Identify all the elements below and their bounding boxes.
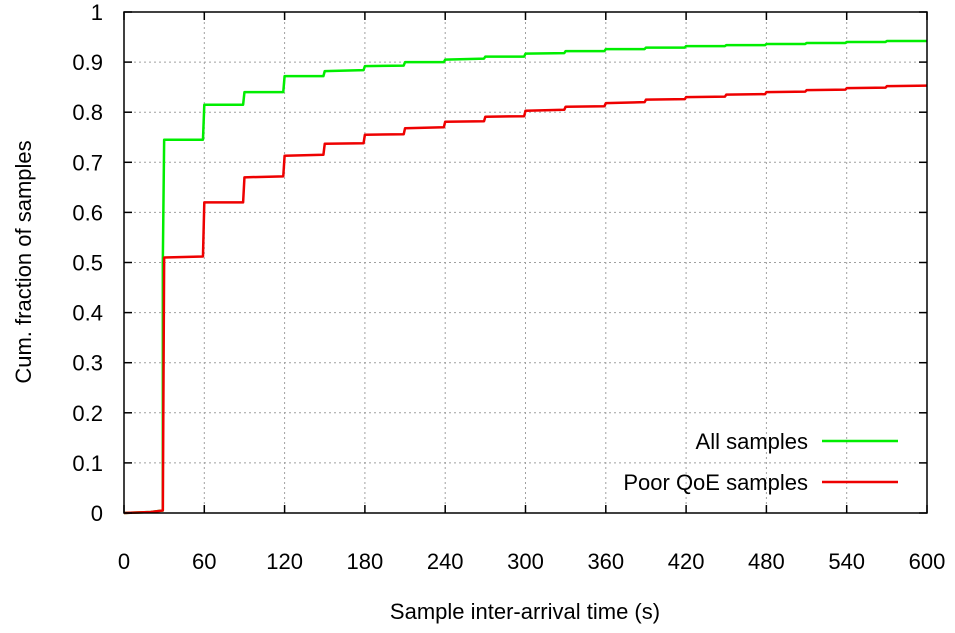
y-axis-title: Cum. fraction of samples — [11, 140, 36, 383]
x-tick-label: 240 — [427, 549, 464, 574]
tick-layer — [123, 11, 928, 514]
y-tick-label: 0.8 — [72, 100, 103, 125]
legend-label-all-samples: All samples — [696, 429, 808, 454]
series-layer — [123, 39, 928, 515]
y-tick-labels: 0 0.1 0.2 0.3 0.4 0.5 0.6 0.7 0.8 0.9 1 — [72, 0, 103, 526]
x-tick-label: 360 — [587, 549, 624, 574]
y-tick-label: 0.1 — [72, 451, 103, 476]
y-tick-label: 0 — [91, 501, 103, 526]
y-tick-label: 0.6 — [72, 200, 103, 225]
x-tick-label: 600 — [909, 549, 946, 574]
y-tick-label: 0.2 — [72, 401, 103, 426]
series-line-all-samples — [123, 39, 927, 515]
y-tick-label: 0.9 — [72, 50, 103, 75]
x-tick-label: 540 — [828, 549, 865, 574]
y-tick-label: 1 — [91, 0, 103, 25]
x-tick-label: 480 — [748, 549, 785, 574]
y-tick-label: 0.3 — [72, 351, 103, 376]
x-tick-label: 0 — [118, 549, 130, 574]
y-tick-label: 0.4 — [72, 301, 103, 326]
y-tick-label: 0.5 — [72, 251, 103, 276]
series-line-poor-qoe-samples — [123, 84, 928, 515]
x-tick-label: 60 — [192, 549, 216, 574]
y-tick-label: 0.7 — [72, 150, 103, 175]
x-tick-labels: 0 60 120 180 240 300 360 420 480 540 600 — [118, 549, 945, 574]
legend: All samples Poor QoE samples — [623, 429, 898, 495]
x-tick-label: 420 — [668, 549, 705, 574]
x-tick-label: 180 — [347, 549, 384, 574]
x-tick-label: 120 — [266, 549, 303, 574]
legend-label-poor-qoe-samples: Poor QoE samples — [623, 470, 808, 495]
x-tick-label: 300 — [507, 549, 544, 574]
x-axis-title: Sample inter-arrival time (s) — [390, 599, 660, 624]
